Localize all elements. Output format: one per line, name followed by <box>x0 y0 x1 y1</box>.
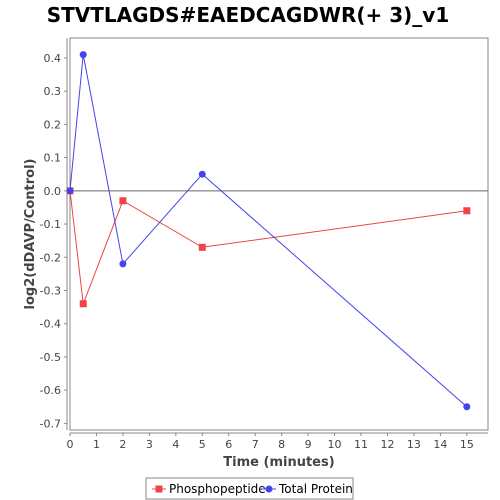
plot-area <box>69 37 489 431</box>
total-protein-point <box>198 170 206 178</box>
x-tick-label: 7 <box>252 438 259 451</box>
y-tick-label: -0.4 <box>40 318 61 331</box>
x-tick-label: 6 <box>225 438 232 451</box>
y-axis: 0.4 0.3 0.2 0.1 0.0 -0.1 -0.2 -0.3 -0.4 -0.5 -0.6 -… <box>40 38 68 430</box>
x-tick-label: 8 <box>278 438 285 451</box>
x-tick-label: 11 <box>354 438 368 451</box>
legend-total-protein-label: Total Protein <box>278 482 353 496</box>
y-tick-label: 0.2 <box>44 118 62 131</box>
chart-title: STVTLAGDS#EAEDCAGDWR(+ 3)_v1 <box>47 3 449 27</box>
x-tick-label: 15 <box>460 438 474 451</box>
phosphopeptide-point <box>119 197 127 205</box>
x-tick-label: 9 <box>305 438 312 451</box>
y-tick-label: 0.4 <box>44 52 62 65</box>
x-tick-label: 5 <box>199 438 206 451</box>
series-layer <box>66 51 471 411</box>
y-tick-label: 0.1 <box>44 152 62 165</box>
total-protein-point <box>119 260 127 268</box>
x-tick-label: 1 <box>93 438 100 451</box>
x-tick-label: 3 <box>146 438 153 451</box>
legend-total-protein-marker <box>265 485 273 493</box>
y-tick-label: 0.0 <box>44 185 62 198</box>
legend-phosphopeptide-label: Phosphopeptide <box>169 482 266 496</box>
x-tick-label: 0 <box>67 438 74 451</box>
y-tick-label: -0.5 <box>40 351 61 364</box>
y-axis-title: log2(dDAVP/Control) <box>23 159 38 310</box>
x-axis: 0 1 2 3 4 5 6 7 8 9 10 11 12 13 14 15 <box>67 432 488 451</box>
total-protein-point <box>79 51 87 59</box>
phosphopeptide-point <box>79 300 87 308</box>
x-tick-label: 10 <box>328 438 342 451</box>
x-tick-label: 13 <box>407 438 421 451</box>
y-tick-label: -0.7 <box>40 417 61 430</box>
x-tick-label: 2 <box>119 438 126 451</box>
y-tick-label: -0.3 <box>40 284 61 297</box>
x-tick-label: 12 <box>380 438 394 451</box>
y-tick-label: -0.1 <box>40 218 61 231</box>
phosphopeptide-point <box>198 243 206 251</box>
legend: Phosphopeptide Total Protein <box>145 477 354 500</box>
total-protein-point <box>66 187 74 195</box>
total-protein-point <box>463 403 471 411</box>
x-axis-title: Time (minutes) <box>223 455 334 470</box>
y-tick-label: -0.6 <box>40 384 61 397</box>
legend-phosphopeptide-marker <box>155 485 163 493</box>
x-tick-label: 14 <box>433 438 447 451</box>
legend-box <box>145 477 354 500</box>
x-tick-label: 4 <box>172 438 179 451</box>
phosphopeptide-point <box>463 207 471 215</box>
y-tick-label: -0.2 <box>40 251 61 264</box>
y-tick-label: 0.3 <box>44 85 62 98</box>
